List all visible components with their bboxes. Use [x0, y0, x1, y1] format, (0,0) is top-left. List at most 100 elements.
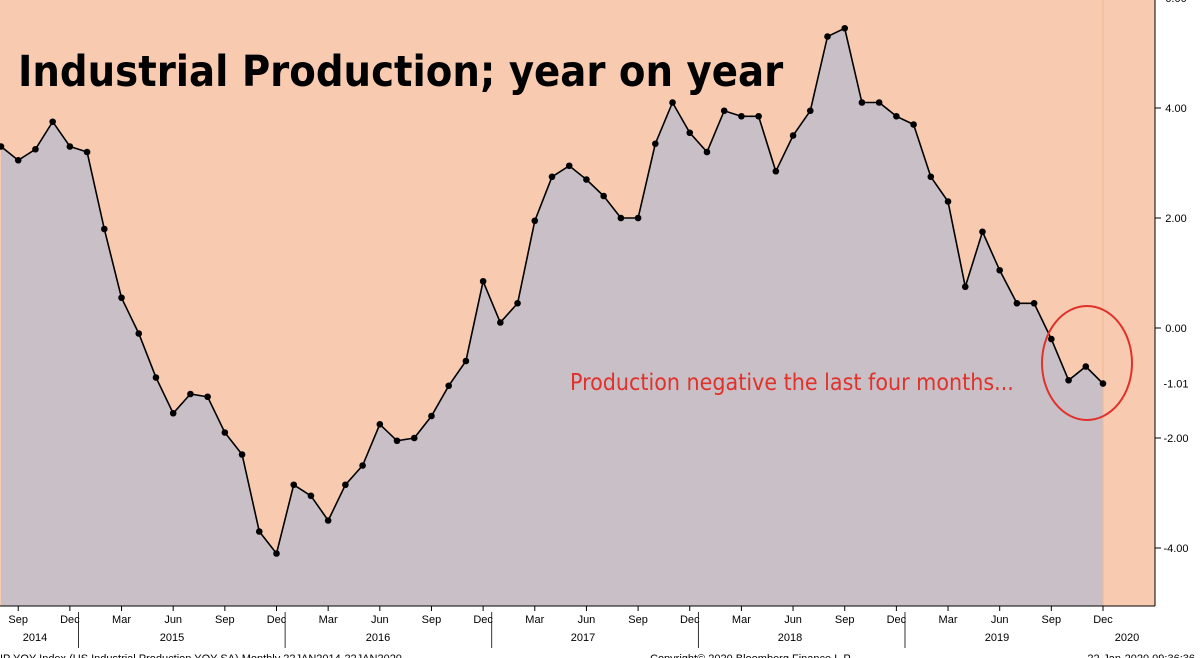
- point: [514, 299, 521, 307]
- x-tick-label: Mar: [112, 614, 131, 626]
- point: [462, 357, 470, 365]
- year-label: 2017: [571, 632, 595, 644]
- y-tick-label: -2.00: [1163, 433, 1188, 445]
- point: [410, 434, 418, 442]
- x-tick-label: Sep: [422, 614, 442, 626]
- year-label: 2015: [160, 632, 184, 644]
- footer-text: IP YOY Index (US Industrial Production Y…: [0, 653, 402, 658]
- x-tick-label: Dec: [887, 614, 907, 626]
- x-tick-label: Sep: [628, 614, 648, 626]
- y-tick-label: 2.00: [1165, 213, 1186, 225]
- footer-text: 22-Jan-2020 09:36:36: [1087, 653, 1195, 658]
- y-tick-label: 6.00: [1165, 0, 1186, 5]
- y-tick-label: 0.00: [1165, 323, 1186, 335]
- point: [1065, 376, 1072, 384]
- point: [290, 481, 298, 489]
- point: [548, 173, 556, 181]
- chart-title: Industrial Production; year on year: [18, 47, 783, 97]
- point: [255, 528, 263, 535]
- point: [238, 451, 246, 458]
- year-label: 2018: [778, 632, 802, 644]
- point: [669, 99, 676, 106]
- footer-text: Copyright© 2020 Bloomberg Finance L.P.: [650, 653, 852, 658]
- x-tick-label: Dec: [1093, 614, 1113, 626]
- point: [445, 382, 452, 390]
- x-tick-label: Jun: [164, 614, 182, 626]
- x-tick-label: Sep: [215, 614, 235, 626]
- point: [893, 112, 900, 120]
- point: [910, 121, 917, 128]
- x-tick-label: Jun: [371, 614, 389, 626]
- x-tick-label: Sep: [8, 614, 28, 626]
- year-label: 2020: [1115, 632, 1139, 644]
- point: [996, 266, 1003, 274]
- x-tick-label: Mar: [525, 614, 544, 626]
- point: [479, 277, 487, 285]
- x-tick-label: Jun: [991, 614, 1009, 626]
- point: [927, 173, 935, 181]
- x-tick-label: Sep: [1042, 614, 1062, 626]
- point: [118, 294, 125, 302]
- year-label: 2014: [23, 632, 47, 644]
- point: [565, 162, 573, 170]
- point: [169, 409, 177, 417]
- year-label: 2019: [985, 632, 1009, 644]
- point: [944, 198, 952, 205]
- x-tick-label: Sep: [835, 614, 855, 626]
- point: [720, 107, 728, 115]
- x-tick-label: Mar: [319, 614, 338, 626]
- point: [152, 374, 160, 381]
- point: [531, 217, 539, 225]
- point: [324, 517, 332, 524]
- x-tick-label: Dec: [267, 614, 287, 626]
- x-tick-label: Dec: [473, 614, 493, 626]
- x-tick-label: Mar: [732, 614, 751, 626]
- point: [1099, 380, 1107, 387]
- point: [14, 156, 22, 164]
- point: [703, 148, 711, 156]
- point: [101, 225, 108, 233]
- point: [755, 112, 762, 120]
- point: [342, 481, 349, 489]
- x-tick-label: Dec: [680, 614, 700, 626]
- point: [634, 214, 642, 222]
- point: [1082, 363, 1090, 370]
- point: [617, 214, 625, 222]
- highlight-ring: [1041, 305, 1133, 421]
- point: [221, 429, 229, 436]
- point: [83, 148, 91, 156]
- point: [824, 33, 831, 40]
- point: [66, 143, 74, 150]
- point: [376, 420, 384, 428]
- annotation: Production negative the last four months…: [570, 370, 1014, 396]
- point: [497, 319, 504, 326]
- point: [428, 412, 435, 420]
- y-tick-label: 4.00: [1165, 103, 1186, 115]
- point: [652, 140, 659, 148]
- point: [806, 107, 814, 115]
- point: [686, 129, 694, 137]
- point: [393, 437, 401, 445]
- point: [841, 24, 849, 32]
- year-label: 2016: [366, 632, 390, 644]
- point: [135, 330, 143, 337]
- point: [0, 143, 5, 150]
- point: [32, 145, 39, 153]
- point: [600, 192, 607, 200]
- point: [772, 167, 780, 175]
- point: [1013, 299, 1021, 307]
- point: [979, 228, 986, 236]
- area: [1, 28, 1103, 606]
- point: [1030, 299, 1038, 307]
- x-tick-label: Mar: [939, 614, 958, 626]
- x-tick-label: Jun: [784, 614, 802, 626]
- point: [49, 118, 56, 126]
- x-tick-label: Dec: [60, 614, 80, 626]
- marks: [0, 0, 1107, 606]
- point: [858, 99, 866, 106]
- point: [273, 550, 280, 557]
- x-tick-label: Jun: [578, 614, 596, 626]
- point: [583, 176, 590, 183]
- point: [789, 132, 797, 139]
